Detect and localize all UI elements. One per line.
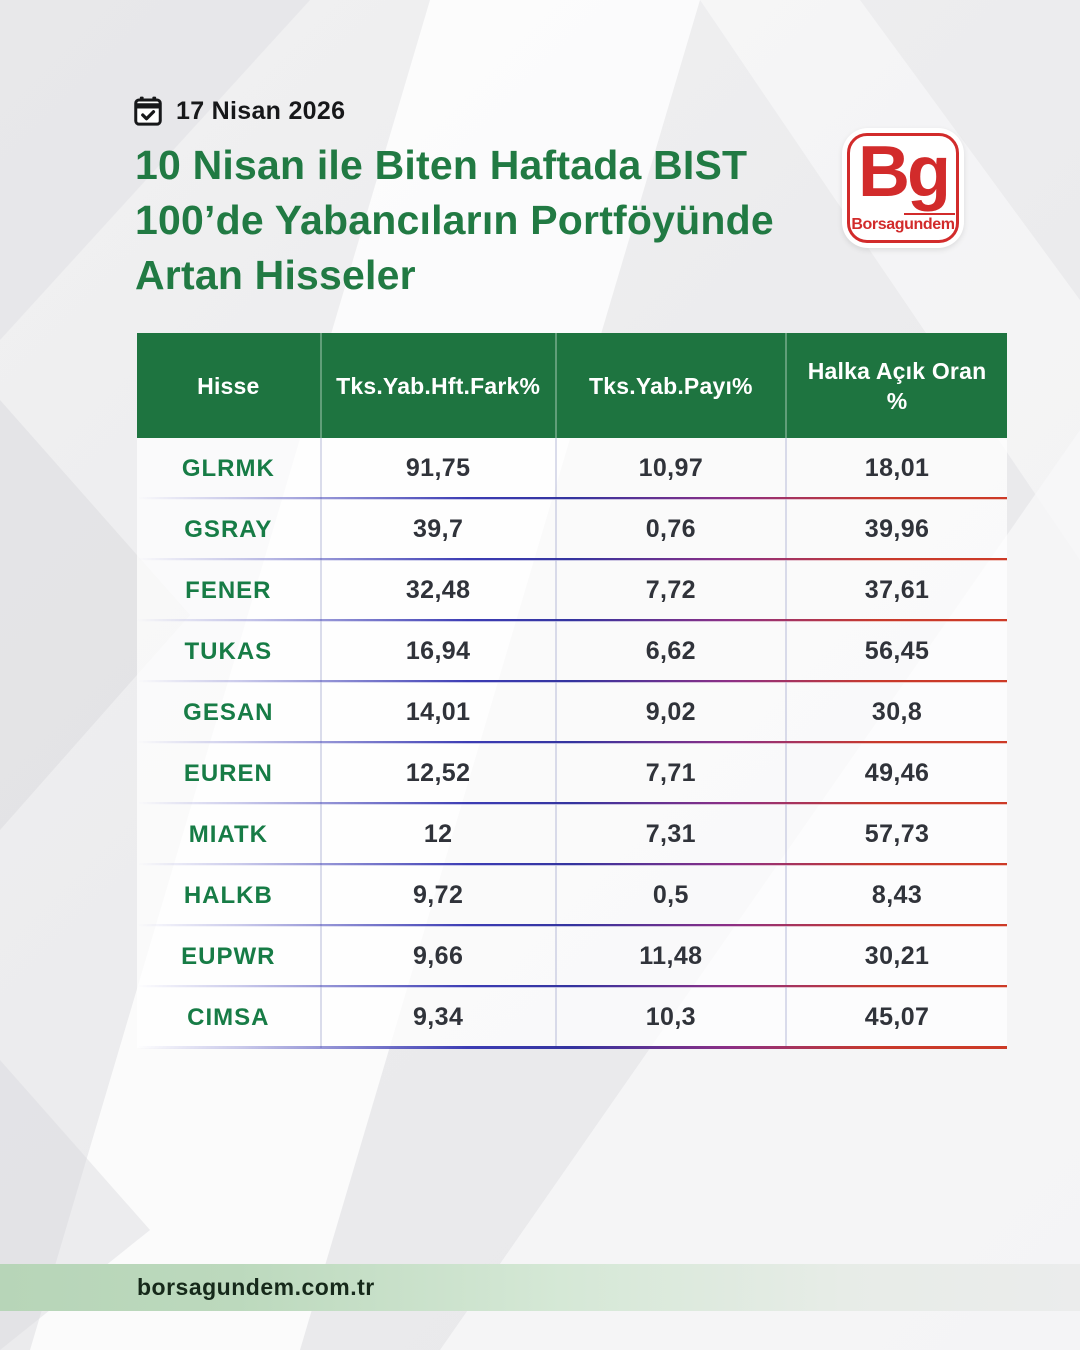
table-row: CIMSA 9,34 10,3 45,07: [137, 987, 1007, 1049]
title-line-1: 10 Nisan ile Biten Haftada BIST: [135, 142, 748, 188]
stock-ticker: TUKAS: [184, 637, 273, 665]
stock-hft-fark-value: 9,34: [319, 987, 555, 1048]
column-header-yab-payi: Tks.Yab.Payı%: [554, 333, 786, 438]
date-row: 17 Nisan 2026: [133, 96, 345, 126]
stock-yab-payi-value: 10,97: [554, 438, 786, 499]
table-row: FENER 32,48 7,72 37,61: [137, 560, 1007, 622]
stock-hft-fark-value: 12: [319, 804, 555, 865]
table-row: GESAN 14,01 9,02 30,8: [137, 682, 1007, 744]
logo-brand-text: Borsagundem: [842, 213, 964, 234]
stock-ticker: FENER: [185, 576, 272, 604]
logo-border: [847, 133, 959, 243]
stock-yab-payi-value: 7,72: [554, 560, 786, 621]
stock-hft-fark-value: 9,72: [319, 865, 555, 926]
stock-hft-fark-value: 91,75: [319, 438, 555, 499]
footer-band: borsagundem.com.tr: [0, 1264, 1080, 1311]
stock-yab-payi-value: 7,31: [554, 804, 786, 865]
stock-yab-payi-value: 0,76: [554, 499, 786, 560]
stock-yab-payi-value: 6,62: [554, 621, 786, 682]
stock-halka-acik-value: 39,96: [785, 499, 1007, 560]
stock-ticker: HALKB: [183, 881, 273, 909]
stock-halka-acik-value: 37,61: [785, 560, 1007, 621]
stock-yab-payi-value: 11,48: [554, 926, 786, 987]
table-row: EUPWR 9,66 11,48 30,21: [137, 926, 1007, 988]
stock-halka-acik-value: 8,43: [785, 865, 1007, 926]
stock-halka-acik-value: 57,73: [785, 804, 1007, 865]
stock-halka-acik-value: 30,8: [785, 682, 1007, 743]
stock-ticker: EUPWR: [181, 942, 276, 970]
logo-brand-overlined: undem: [904, 213, 955, 234]
stocks-table: Hisse Tks.Yab.Hft.Fark% Tks.Yab.Payı% Ha…: [137, 333, 1007, 1049]
stock-yab-payi-value: 0,5: [554, 865, 786, 926]
date-label: 17 Nisan 2026: [176, 96, 346, 125]
stock-ticker: GESAN: [183, 698, 274, 726]
stock-ticker: MIATK: [188, 820, 268, 848]
borsagundem-logo: Bg Borsagundem: [842, 128, 964, 248]
table-row: TUKAS 16,94 6,62 56,45: [137, 621, 1007, 683]
table-header-row: Hisse Tks.Yab.Hft.Fark% Tks.Yab.Payı% Ha…: [137, 333, 1007, 438]
table-row: GSRAY 39,7 0,76 39,96: [137, 499, 1007, 561]
stock-yab-payi-value: 7,71: [554, 743, 786, 804]
table-body: GLRMK 91,75 10,97 18,01 GSRAY 39,7 0,76 …: [137, 438, 1007, 1049]
stock-yab-payi-value: 9,02: [554, 682, 786, 743]
stock-halka-acik-value: 18,01: [785, 438, 1007, 499]
stock-ticker: GLRMK: [181, 454, 275, 482]
stock-hft-fark-value: 9,66: [319, 926, 555, 987]
page-title: 10 Nisan ile Biten Haftada BIST 100’de Y…: [135, 138, 875, 303]
stock-halka-acik-value: 56,45: [785, 621, 1007, 682]
calendar-check-icon: [134, 96, 162, 126]
table-row: EUREN 12,52 7,71 49,46: [137, 743, 1007, 805]
stock-hft-fark-value: 14,01: [319, 682, 555, 743]
stock-ticker: CIMSA: [187, 1003, 270, 1031]
logo-monogram: Bg: [858, 132, 951, 212]
table-row: MIATK 12 7,31 57,73: [137, 804, 1007, 866]
column-header-hisse: Hisse: [197, 372, 260, 399]
stock-halka-acik-value: 30,21: [785, 926, 1007, 987]
column-header-hft-fark: Tks.Yab.Hft.Fark%: [319, 333, 555, 438]
stock-halka-acik-value: 45,07: [785, 987, 1007, 1048]
column-header-halka-acik: Halka Açık Oran %: [785, 333, 1007, 438]
stock-hft-fark-value: 16,94: [319, 621, 555, 682]
stock-hft-fark-value: 32,48: [319, 560, 555, 621]
logo-brand-pre: Borsag: [851, 216, 905, 233]
table-row: GLRMK 91,75 10,97 18,01: [137, 438, 1007, 500]
stock-ticker: EUREN: [183, 759, 273, 787]
stock-hft-fark-value: 39,7: [319, 499, 555, 560]
stock-ticker: GSRAY: [184, 515, 273, 543]
stock-hft-fark-value: 12,52: [319, 743, 555, 804]
title-line-3: Artan Hisseler: [135, 252, 416, 298]
stock-yab-payi-value: 10,3: [554, 987, 786, 1048]
footer-url: borsagundem.com.tr: [137, 1274, 375, 1300]
table-row: HALKB 9,72 0,5 8,43: [137, 865, 1007, 927]
stock-halka-acik-value: 49,46: [785, 743, 1007, 804]
title-line-2: 100’de Yabancıların Portföyünde: [135, 197, 774, 243]
